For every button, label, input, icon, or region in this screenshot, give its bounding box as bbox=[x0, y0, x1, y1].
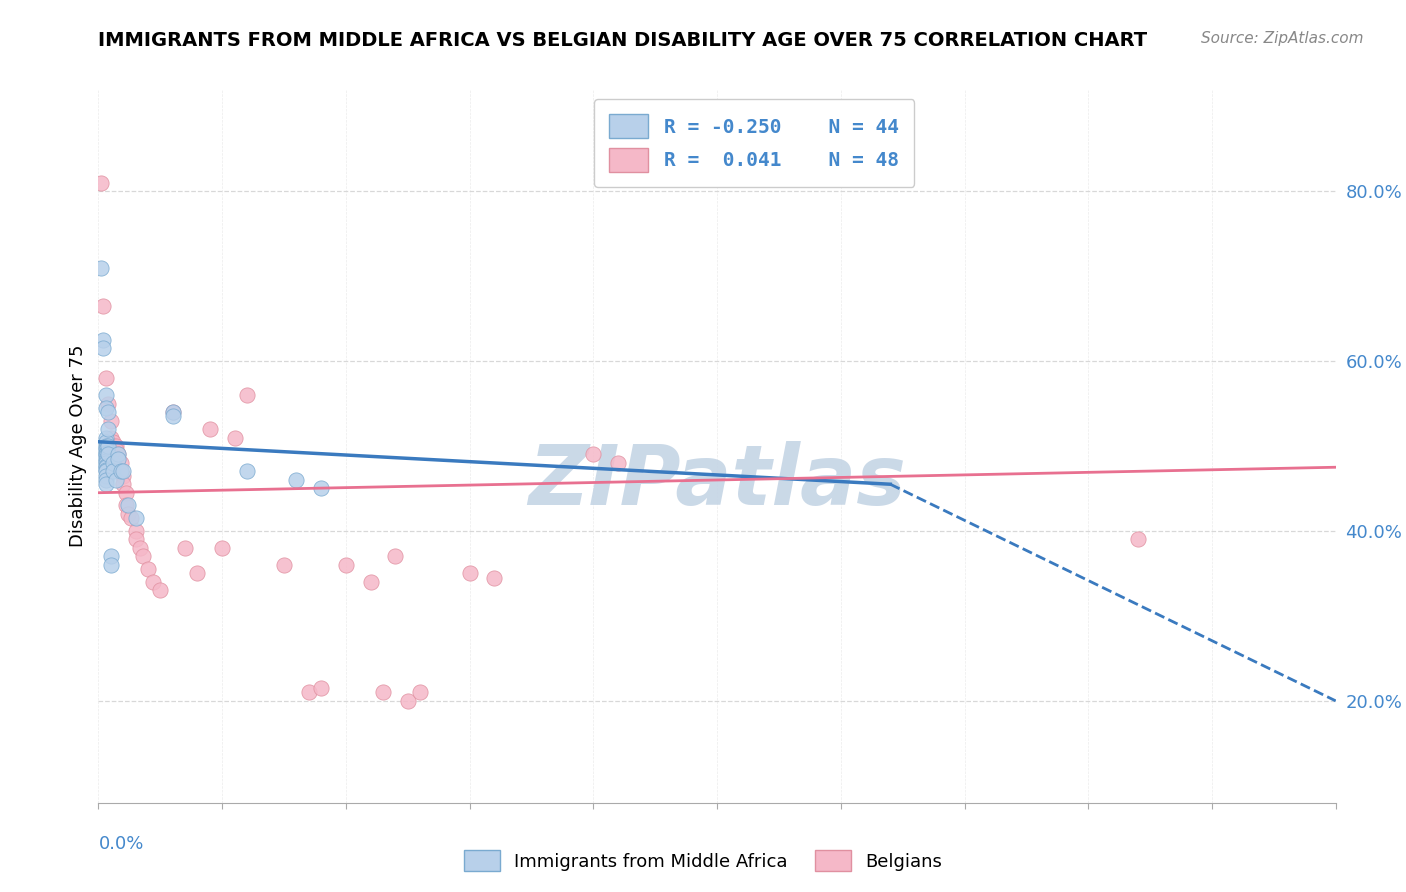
Point bbox=[309, 482, 332, 496]
Point bbox=[162, 409, 184, 424]
Point bbox=[107, 451, 129, 466]
Point bbox=[97, 439, 120, 453]
Point bbox=[94, 449, 117, 463]
Point bbox=[224, 430, 246, 444]
Point bbox=[112, 465, 135, 479]
Point bbox=[484, 571, 506, 585]
Point bbox=[409, 685, 432, 699]
Point bbox=[97, 405, 120, 419]
Point bbox=[371, 685, 394, 699]
Text: IMMIGRANTS FROM MIDDLE AFRICA VS BELGIAN DISABILITY AGE OVER 75 CORRELATION CHAR: IMMIGRANTS FROM MIDDLE AFRICA VS BELGIAN… bbox=[98, 31, 1147, 50]
Point bbox=[94, 460, 117, 475]
Point bbox=[94, 430, 117, 444]
Point bbox=[117, 499, 139, 513]
Point bbox=[107, 448, 129, 462]
Point bbox=[94, 434, 117, 449]
Point bbox=[90, 260, 112, 275]
Point bbox=[94, 473, 117, 487]
Point bbox=[94, 401, 117, 415]
Point bbox=[112, 468, 135, 483]
Point bbox=[117, 507, 139, 521]
Point bbox=[129, 541, 152, 555]
Point bbox=[114, 499, 136, 513]
Point bbox=[582, 448, 605, 462]
Point bbox=[100, 413, 122, 427]
Point bbox=[94, 446, 117, 460]
Point bbox=[110, 465, 132, 479]
Point bbox=[94, 465, 117, 479]
Legend: Immigrants from Middle Africa, Belgians: Immigrants from Middle Africa, Belgians bbox=[457, 843, 949, 879]
Point bbox=[104, 473, 127, 487]
Point bbox=[97, 396, 120, 410]
Point bbox=[107, 448, 129, 462]
Point bbox=[114, 485, 136, 500]
Point bbox=[94, 439, 117, 453]
Point bbox=[93, 341, 115, 355]
Point bbox=[186, 566, 208, 581]
Point bbox=[100, 549, 122, 564]
Point bbox=[285, 473, 308, 487]
Point bbox=[94, 456, 117, 470]
Point bbox=[1126, 533, 1149, 547]
Text: 0.0%: 0.0% bbox=[98, 835, 143, 853]
Point bbox=[104, 439, 127, 453]
Point bbox=[103, 439, 125, 453]
Point bbox=[94, 468, 117, 483]
Point bbox=[124, 511, 146, 525]
Point bbox=[236, 388, 259, 402]
Point bbox=[124, 524, 146, 538]
Point bbox=[94, 477, 117, 491]
Point bbox=[273, 558, 295, 572]
Point bbox=[100, 430, 122, 444]
Point bbox=[93, 333, 115, 347]
Point bbox=[97, 422, 120, 436]
Point bbox=[211, 541, 233, 555]
Point bbox=[162, 405, 184, 419]
Point bbox=[360, 574, 382, 589]
Point bbox=[384, 549, 406, 564]
Point bbox=[103, 434, 125, 449]
Point bbox=[100, 558, 122, 572]
Point bbox=[236, 465, 259, 479]
Point bbox=[104, 443, 127, 458]
Point bbox=[93, 299, 115, 313]
Point bbox=[103, 465, 125, 479]
Point bbox=[94, 451, 117, 466]
Legend: R = -0.250    N = 44, R =  0.041    N = 48: R = -0.250 N = 44, R = 0.041 N = 48 bbox=[593, 99, 914, 187]
Point bbox=[142, 574, 165, 589]
Point bbox=[298, 685, 321, 699]
Point bbox=[94, 458, 117, 473]
Point bbox=[335, 558, 357, 572]
Text: ZIPatlas: ZIPatlas bbox=[529, 442, 905, 522]
Point bbox=[94, 371, 117, 385]
Point bbox=[112, 477, 135, 491]
Point bbox=[309, 681, 332, 695]
Point bbox=[94, 463, 117, 477]
Point bbox=[97, 448, 120, 462]
Point bbox=[458, 566, 481, 581]
Point bbox=[94, 443, 117, 458]
Point bbox=[103, 456, 125, 470]
Point bbox=[149, 583, 172, 598]
Point bbox=[94, 448, 117, 462]
Point bbox=[107, 451, 129, 466]
Point bbox=[94, 454, 117, 468]
Point bbox=[607, 456, 630, 470]
Y-axis label: Disability Age Over 75: Disability Age Over 75 bbox=[69, 344, 87, 548]
Point bbox=[174, 541, 197, 555]
Point bbox=[198, 422, 221, 436]
Point bbox=[120, 511, 142, 525]
Point bbox=[94, 388, 117, 402]
Point bbox=[94, 441, 117, 455]
Point bbox=[162, 405, 184, 419]
Point bbox=[110, 456, 132, 470]
Point bbox=[110, 465, 132, 479]
Point bbox=[132, 549, 155, 564]
Text: Source: ZipAtlas.com: Source: ZipAtlas.com bbox=[1201, 31, 1364, 46]
Point bbox=[90, 176, 112, 190]
Point bbox=[124, 533, 146, 547]
Point bbox=[136, 562, 159, 576]
Point bbox=[396, 694, 419, 708]
